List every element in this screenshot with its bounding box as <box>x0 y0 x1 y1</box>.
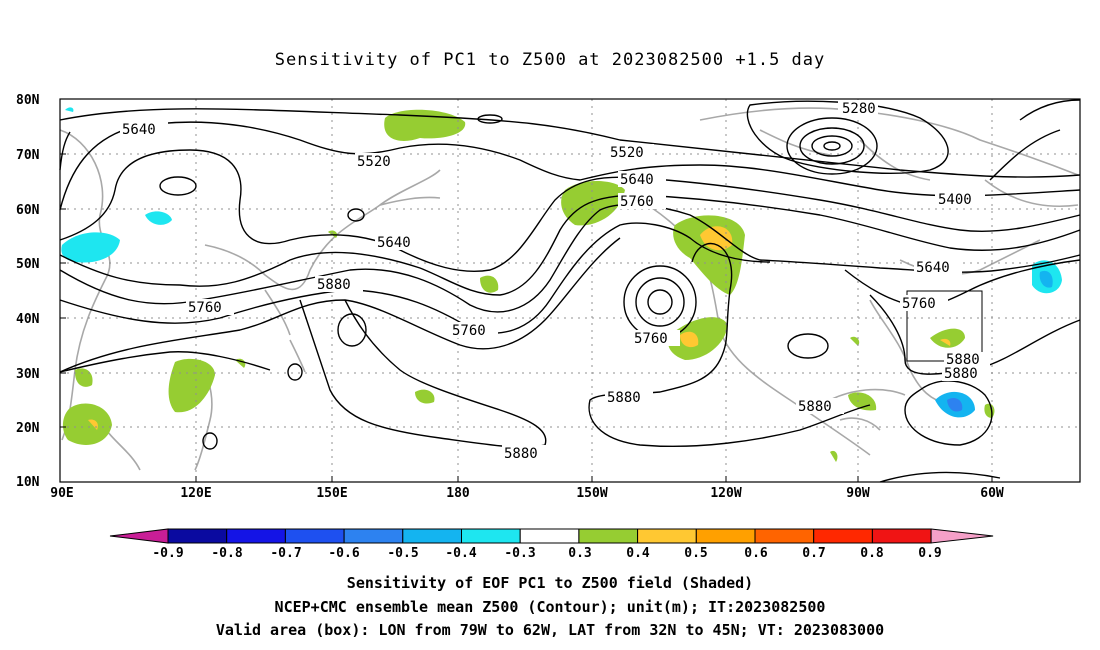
contour-label: 5880 <box>946 352 980 368</box>
shade-cyan-west <box>61 232 120 263</box>
contour-label: 5640 <box>916 260 950 276</box>
colorbar-swatch <box>343 528 404 544</box>
graticule <box>60 99 1080 482</box>
lon-label: 120W <box>710 486 741 501</box>
contour-label: 5880 <box>607 390 641 406</box>
lat-label: 80N <box>16 93 40 108</box>
shade-green-cal <box>668 317 728 360</box>
caption-line-2: NCEP+CMC ensemble mean Z500 (Contour); u… <box>274 598 826 616</box>
lon-label: 90W <box>846 486 870 501</box>
lon-label: 150E <box>316 486 347 501</box>
contour-label: 5640 <box>377 235 411 251</box>
colorbar-label: 0.5 <box>684 546 707 561</box>
contour-label: 5760 <box>620 194 654 210</box>
lon-label: 150W <box>576 486 607 501</box>
lat-label: 70N <box>16 148 40 163</box>
colorbar-label: 0.8 <box>860 546 884 561</box>
lat-label: 20N <box>16 421 40 436</box>
colorbar-label: -0.5 <box>387 546 418 561</box>
shade-blue-east <box>1039 270 1053 288</box>
map-title: Sensitivity of PC1 to Z500 at 2023082500… <box>274 50 826 70</box>
lon-label: 60W <box>980 486 1004 501</box>
colorbar-label: -0.7 <box>270 546 301 561</box>
lon-label: 180 <box>446 486 470 501</box>
lon-label: 90E <box>50 486 73 501</box>
colorbar-tip-right <box>930 528 994 544</box>
contour-label: 5520 <box>357 154 391 170</box>
colorbar <box>109 528 994 544</box>
colorbar-swatch <box>284 528 345 544</box>
contour-label: 5640 <box>122 122 156 138</box>
colorbar-label: -0.6 <box>328 546 359 561</box>
lat-label: 30N <box>16 367 40 382</box>
colorbar-label: -0.9 <box>152 546 183 561</box>
lat-label: 10N <box>16 475 40 490</box>
colorbar-swatch <box>402 528 462 544</box>
colorbar-swatch <box>637 528 697 544</box>
contour-label: 5760 <box>902 296 936 312</box>
colorbar-label: -0.4 <box>445 546 476 561</box>
colorbar-tip-left <box>109 528 169 544</box>
colorbar-swatch <box>578 528 639 544</box>
colorbar-label: 0.4 <box>626 546 650 561</box>
longitude-labels: 90E 120E 150E 180 150W 120W 90W 60W <box>50 486 1004 501</box>
contour-labels: 5280 5520 5520 5640 5640 5640 5640 5760 … <box>120 100 990 462</box>
colorbar-swatch <box>226 528 286 544</box>
contour-label: 5640 <box>620 172 654 188</box>
contour-label: 5880 <box>944 366 978 382</box>
colorbar-labels: -0.9 -0.8 -0.7 -0.6 -0.5 -0.4 -0.3 0.3 0… <box>152 546 941 561</box>
colorbar-swatch <box>754 528 815 544</box>
colorbar-swatch <box>813 528 873 544</box>
colorbar-label: 0.7 <box>802 546 825 561</box>
lon-label: 120E <box>180 486 211 501</box>
contour-label: 5760 <box>188 300 222 316</box>
contour-label: 5760 <box>634 331 668 347</box>
lat-label: 40N <box>16 312 40 327</box>
lat-label: 60N <box>16 203 40 218</box>
shade-cyan-small <box>145 211 172 225</box>
contour-label: 5520 <box>610 145 644 161</box>
colorbar-label: -0.8 <box>211 546 242 561</box>
latitude-labels: 80N 70N 60N 50N 40N 30N 20N 10N <box>16 93 40 490</box>
colorbar-label: 0.6 <box>744 546 768 561</box>
colorbar-label: 0.3 <box>568 546 591 561</box>
contour-label: 5280 <box>842 101 876 117</box>
contour-label: 5760 <box>452 323 486 339</box>
colorbar-swatch <box>461 528 521 544</box>
colorbar-swatch <box>871 528 932 544</box>
caption-line-3: Valid area (box): LON from 79W to 62W, L… <box>215 621 885 639</box>
caption-line-1: Sensitivity of EOF PC1 to Z500 field (Sh… <box>346 574 754 592</box>
colorbar-swatch <box>695 528 756 544</box>
colorbar-label: -0.3 <box>504 546 535 561</box>
colorbar-label: 0.9 <box>918 546 941 561</box>
colorbar-swatch <box>167 528 228 544</box>
shade-green-alaska <box>561 181 625 226</box>
colorbar-swatch <box>519 528 580 544</box>
contour-label: 5880 <box>317 277 351 293</box>
contour-label: 5880 <box>504 446 538 462</box>
lat-label: 50N <box>16 257 40 272</box>
contour-label: 5400 <box>938 192 972 208</box>
axis-ticks <box>60 98 993 482</box>
contour-label: 5880 <box>798 399 832 415</box>
